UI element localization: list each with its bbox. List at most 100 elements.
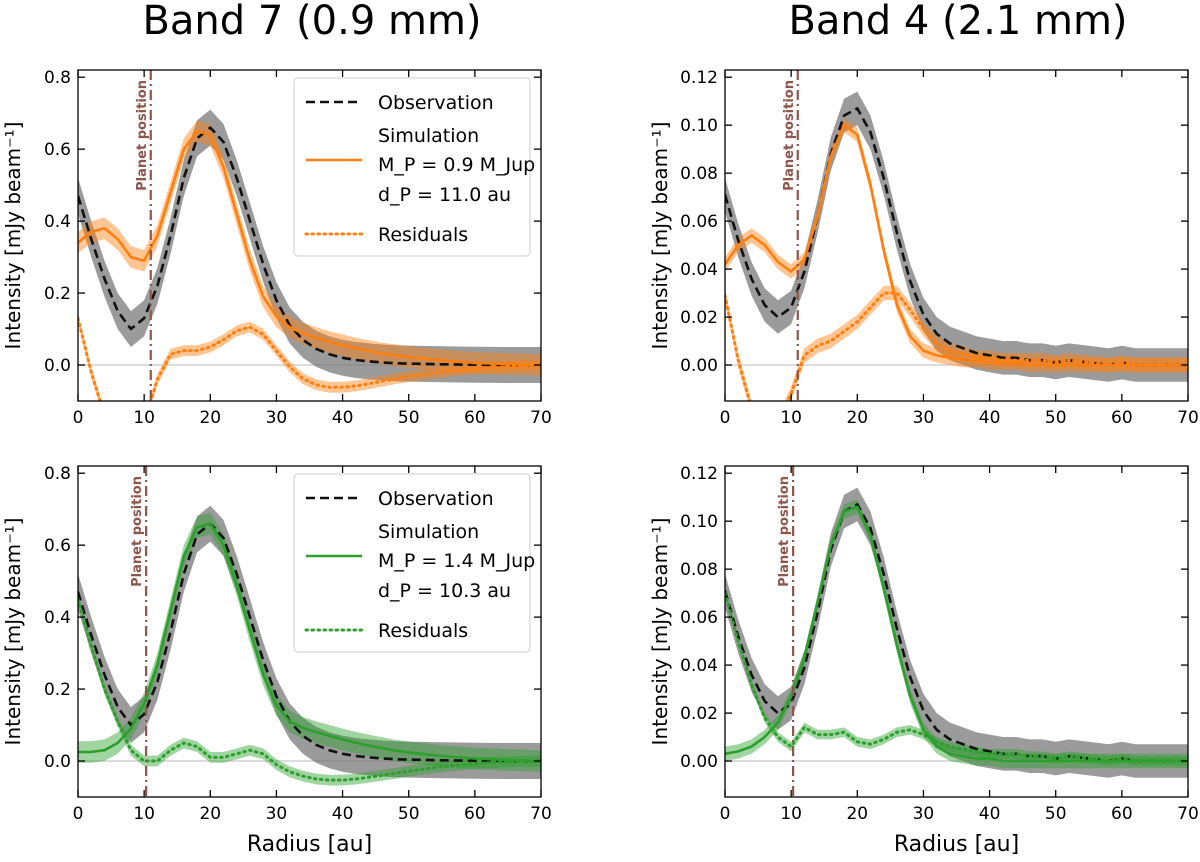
panel-top-left-ytick-label: 0.4 <box>44 212 71 232</box>
panel-top-right-band-observation <box>725 91 1188 382</box>
panel-top-left-line-observation <box>78 126 541 367</box>
panel-bottom-right-xtick-label: 10 <box>780 804 802 824</box>
panel-top-left-legend-box <box>293 77 531 257</box>
panel-bottom-left-legend-label-mass: M_P = 1.4 M_Jup <box>378 550 535 572</box>
panel-top-right-ytick-label: 0.08 <box>680 164 718 184</box>
panel-bottom-right-xtick-label: 50 <box>1045 804 1067 824</box>
panel-bottom-right-xtick-label: 20 <box>846 804 868 824</box>
panel-bottom-right-xtick-label: 70 <box>1177 804 1199 824</box>
panel-bottom-left-legend-box <box>293 473 531 653</box>
panel-bottom-left-xtick-label: 50 <box>398 804 420 824</box>
panel-top-left-xtick-label: 70 <box>530 408 552 428</box>
panel-top-left-xtick-label: 30 <box>266 408 288 428</box>
panel-bottom-left-ytick-label: 0.8 <box>44 464 71 484</box>
panel-top-right-ytick-label: 0.02 <box>680 308 718 328</box>
panels: Planet position 0 10 20 30 40 50 60 70 0.0 0.2 0.4 0… <box>1 68 1199 857</box>
panel-top-left: Planet position 0 10 20 30 40 50 60 70 0.0 0.2 0.4 0… <box>1 68 552 428</box>
panel-bottom-right-planet-label: Planet position <box>777 476 792 587</box>
panel-top-right-xtick-label: 70 <box>1177 408 1199 428</box>
panel-bottom-left-ytick-label: 0.2 <box>44 680 71 700</box>
panel-top-left-legend-label-mass: M_P = 0.9 M_Jup <box>378 154 535 176</box>
column-title-left: Band 7 (0.9 mm) <box>142 0 481 44</box>
panel-top-left-legend: Observation Simulation M_P = 0.9 M_Jup d_P … <box>293 77 535 257</box>
panel-bottom-right-xtick-label: 60 <box>1111 804 1133 824</box>
panel-top-left-xtick-label: 40 <box>332 408 354 428</box>
panel-top-right-band-residuals <box>725 285 1188 401</box>
panel-bottom-right-ytick-label: 0.10 <box>680 512 718 532</box>
panel-top-right-xtick-label: 40 <box>979 408 1001 428</box>
panel-top-left-xtick-label: 0 <box>73 408 84 428</box>
panel-bottom-right-ytick-label: 0.06 <box>680 608 718 628</box>
panel-bottom-left-plot-area <box>78 466 541 797</box>
panel-top-left-legend-label-distance: d_P = 11.0 au <box>378 184 511 206</box>
panel-bottom-left-xtick-label: 30 <box>266 804 288 824</box>
panel-top-right-xtick-label: 50 <box>1045 408 1067 428</box>
panel-bottom-left-frame <box>77 465 542 798</box>
panel-bottom-left-xtick-label: 20 <box>199 804 221 824</box>
panel-top-left-planet-label: Planet position <box>135 80 150 191</box>
panel-bottom-right-line-simulation <box>725 505 1188 763</box>
panel-bottom-left-legend-label-distance: d_P = 10.3 au <box>378 580 511 602</box>
panel-top-right-ylabel: Intensity [mJy beam⁻¹] <box>648 122 672 350</box>
panel-bottom-left-xtick-label: 40 <box>332 804 354 824</box>
panel-top-right: Planet position 0 10 20 30 40 50 60 70 0.00 0.02 0.… <box>648 68 1199 428</box>
panel-top-left-frame <box>77 69 542 402</box>
panel-bottom-right: Planet position 0 10 20 30 40 50 60 70 0.00 0.02 0.… <box>648 464 1199 857</box>
panel-bottom-right-ytick-label: 0.08 <box>680 560 718 580</box>
panel-top-right-xtick-label: 0 <box>720 408 731 428</box>
panel-top-left-ytick-label: 0.8 <box>44 68 71 88</box>
panel-top-right-ytick-label: 0.00 <box>680 356 718 376</box>
panel-bottom-left-band-simulation <box>78 512 541 772</box>
panel-bottom-left-legend-label-observation: Observation <box>378 488 494 510</box>
panel-bottom-left-band-observation <box>78 505 541 779</box>
panel-top-left-band-residuals <box>78 312 541 401</box>
panel-bottom-right-ytick-label: 0.02 <box>680 704 718 724</box>
panel-top-left-ytick-label: 0.6 <box>44 140 71 160</box>
panel-top-left-xtick-label: 50 <box>398 408 420 428</box>
panel-top-left-ylabel: Intensity [mJy beam⁻¹] <box>1 122 25 350</box>
panel-bottom-right-xlabel: Radius [au] <box>894 832 1019 857</box>
panel-bottom-left-ytick-label: 0.4 <box>44 608 71 628</box>
panel-bottom-right-xtick-label: 0 <box>720 804 731 824</box>
panel-top-right-xtick-label: 10 <box>780 408 802 428</box>
panel-top-right-ytick-label: 0.10 <box>680 116 718 136</box>
panel-top-right-xtick-label: 30 <box>913 408 935 428</box>
panel-bottom-left-xtick-label: 0 <box>73 804 84 824</box>
panel-bottom-left-xtick-label: 60 <box>464 804 486 824</box>
panel-top-left-xtick-label: 20 <box>199 408 221 428</box>
panel-bottom-left: Planet position 0 10 20 30 40 50 60 70 0.0 0.2 0.4 0… <box>1 464 552 857</box>
panel-top-left-line-simulation <box>78 129 541 367</box>
panel-top-left-plot-area <box>78 70 541 401</box>
panel-bottom-right-ytick-label: 0.00 <box>680 752 718 772</box>
panel-bottom-left-ylabel: Intensity [mJy beam⁻¹] <box>1 518 25 746</box>
panel-top-left-ytick-label: 0.2 <box>44 284 71 304</box>
panel-bottom-left-ytick-label: 0.0 <box>44 752 71 772</box>
panel-bottom-right-band-observation <box>725 487 1188 778</box>
panel-top-left-legend-label-observation: Observation <box>378 92 494 114</box>
panel-top-left-line-residuals <box>78 316 541 401</box>
panel-bottom-right-line-residuals <box>725 591 1188 763</box>
panel-top-right-plot-area <box>725 70 1188 401</box>
panel-top-right-ytick-label: 0.04 <box>680 260 718 280</box>
panel-top-right-planet-label: Planet position <box>782 80 797 191</box>
panel-bottom-right-line-observation <box>725 503 1188 763</box>
panel-bottom-right-ylabel: Intensity [mJy beam⁻¹] <box>648 518 672 746</box>
panel-top-left-ytick-label: 0.0 <box>44 356 71 376</box>
panel-bottom-left-legend: Observation Simulation M_P = 1.4 M_Jup d_P … <box>293 473 535 653</box>
panel-bottom-right-frame <box>724 465 1189 798</box>
panel-top-left-legend-label-simulation: Simulation <box>378 125 479 147</box>
panel-bottom-left-line-observation <box>78 522 541 763</box>
panel-bottom-left-xlabel: Radius [au] <box>247 832 372 857</box>
panel-bottom-right-ytick-label: 0.12 <box>680 464 718 484</box>
panel-top-left-xtick-label: 10 <box>133 408 155 428</box>
panel-bottom-right-plot-area <box>725 466 1188 797</box>
panel-top-right-ytick-label: 0.06 <box>680 212 718 232</box>
panel-bottom-left-band-residuals <box>78 593 541 786</box>
panel-top-right-frame <box>724 69 1189 402</box>
panel-bottom-left-xtick-label: 70 <box>530 804 552 824</box>
panel-top-left-band-observation <box>78 109 541 383</box>
panel-top-left-legend-label-residuals: Residuals <box>378 224 468 246</box>
panel-bottom-right-xtick-label: 30 <box>913 804 935 824</box>
